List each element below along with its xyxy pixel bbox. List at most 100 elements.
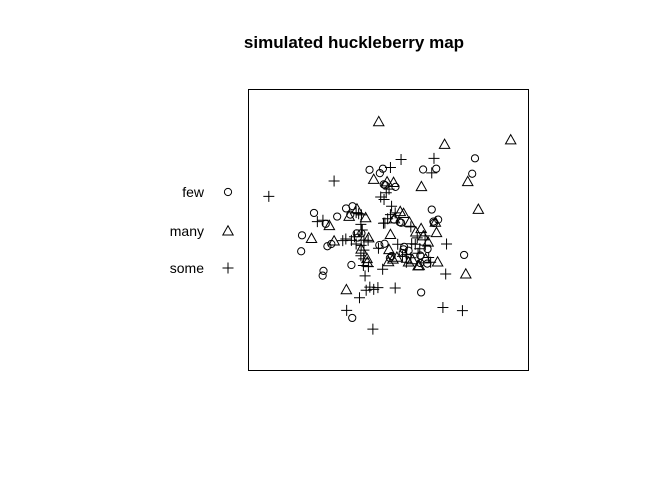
point-few — [379, 180, 388, 189]
point-few — [365, 165, 374, 174]
legend-symbol-some — [222, 262, 234, 274]
point-many — [415, 222, 428, 234]
point-some — [372, 282, 384, 294]
point-many — [429, 215, 442, 227]
point-some — [358, 234, 370, 246]
legend-symbol-few — [223, 187, 233, 197]
point-few — [297, 231, 307, 240]
point-few — [427, 205, 436, 214]
point-some — [358, 253, 370, 265]
point-some — [353, 292, 365, 304]
point-many — [430, 226, 443, 238]
point-many — [367, 173, 380, 184]
point-some — [395, 153, 407, 165]
point-some — [328, 175, 340, 187]
point-some — [362, 261, 374, 273]
point-some — [412, 247, 424, 259]
plot-frame — [248, 89, 529, 371]
point-few — [387, 251, 396, 261]
point-some — [409, 238, 421, 250]
point-many — [431, 255, 444, 267]
point-many — [382, 255, 395, 267]
point-some — [383, 183, 395, 195]
point-some — [419, 239, 431, 251]
point-some — [389, 207, 401, 219]
point-some — [423, 251, 435, 263]
point-few — [460, 250, 469, 260]
point-few — [309, 208, 319, 218]
point-many — [472, 203, 485, 214]
point-few — [375, 241, 384, 250]
point-some — [389, 282, 401, 294]
point-few — [468, 169, 477, 178]
point-many — [343, 210, 356, 221]
legend-label-some: some — [170, 260, 204, 276]
point-some — [348, 231, 360, 243]
point-many — [413, 259, 426, 271]
point-few — [380, 239, 389, 248]
point-many — [403, 215, 416, 227]
point-some — [426, 167, 438, 179]
point-many — [415, 180, 428, 192]
point-some — [355, 250, 367, 262]
point-many — [305, 232, 318, 243]
point-some — [311, 216, 323, 228]
point-some — [355, 218, 367, 230]
point-some — [405, 252, 417, 264]
point-many — [340, 283, 353, 295]
point-many — [372, 115, 385, 127]
point-some — [367, 323, 379, 335]
point-many — [383, 243, 396, 255]
point-some — [355, 209, 367, 221]
point-many — [417, 229, 430, 241]
point-few — [347, 260, 356, 270]
point-some — [437, 302, 449, 314]
legend-label-few: few — [182, 184, 205, 200]
point-few — [417, 288, 426, 297]
point-some — [337, 235, 349, 247]
point-some — [350, 207, 362, 219]
point-few — [318, 271, 327, 280]
point-some — [368, 283, 380, 295]
point-some — [340, 233, 352, 245]
point-many — [350, 202, 364, 214]
point-some — [441, 238, 453, 250]
point-some — [396, 250, 408, 262]
point-some — [456, 305, 468, 317]
point-many — [388, 212, 401, 224]
point-many — [394, 205, 407, 217]
point-some — [379, 217, 391, 229]
point-few — [297, 247, 306, 256]
point-some — [378, 193, 390, 205]
point-some — [414, 243, 426, 255]
point-some — [411, 232, 423, 244]
point-few — [432, 164, 441, 173]
point-some — [419, 230, 431, 242]
point-some — [386, 200, 398, 212]
point-many — [438, 138, 451, 149]
point-some — [359, 270, 371, 282]
point-many — [459, 267, 472, 279]
point-some — [384, 162, 396, 174]
point-many — [359, 211, 372, 223]
point-few — [319, 266, 328, 275]
point-few — [348, 202, 357, 211]
point-few — [429, 217, 438, 226]
point-some — [353, 208, 365, 220]
legend: few many some — [170, 184, 235, 276]
point-some — [401, 249, 413, 261]
point-some — [375, 191, 387, 203]
point-some — [341, 304, 353, 316]
point-some — [392, 238, 404, 250]
point-some — [384, 209, 396, 221]
point-some — [377, 263, 389, 275]
legend-symbol-many — [221, 224, 235, 236]
point-some — [382, 213, 394, 225]
legend-symbols — [221, 187, 235, 274]
point-some — [317, 214, 329, 226]
point-many — [504, 133, 517, 145]
point-many — [362, 231, 375, 243]
point-some — [360, 284, 372, 296]
point-some — [355, 224, 367, 236]
